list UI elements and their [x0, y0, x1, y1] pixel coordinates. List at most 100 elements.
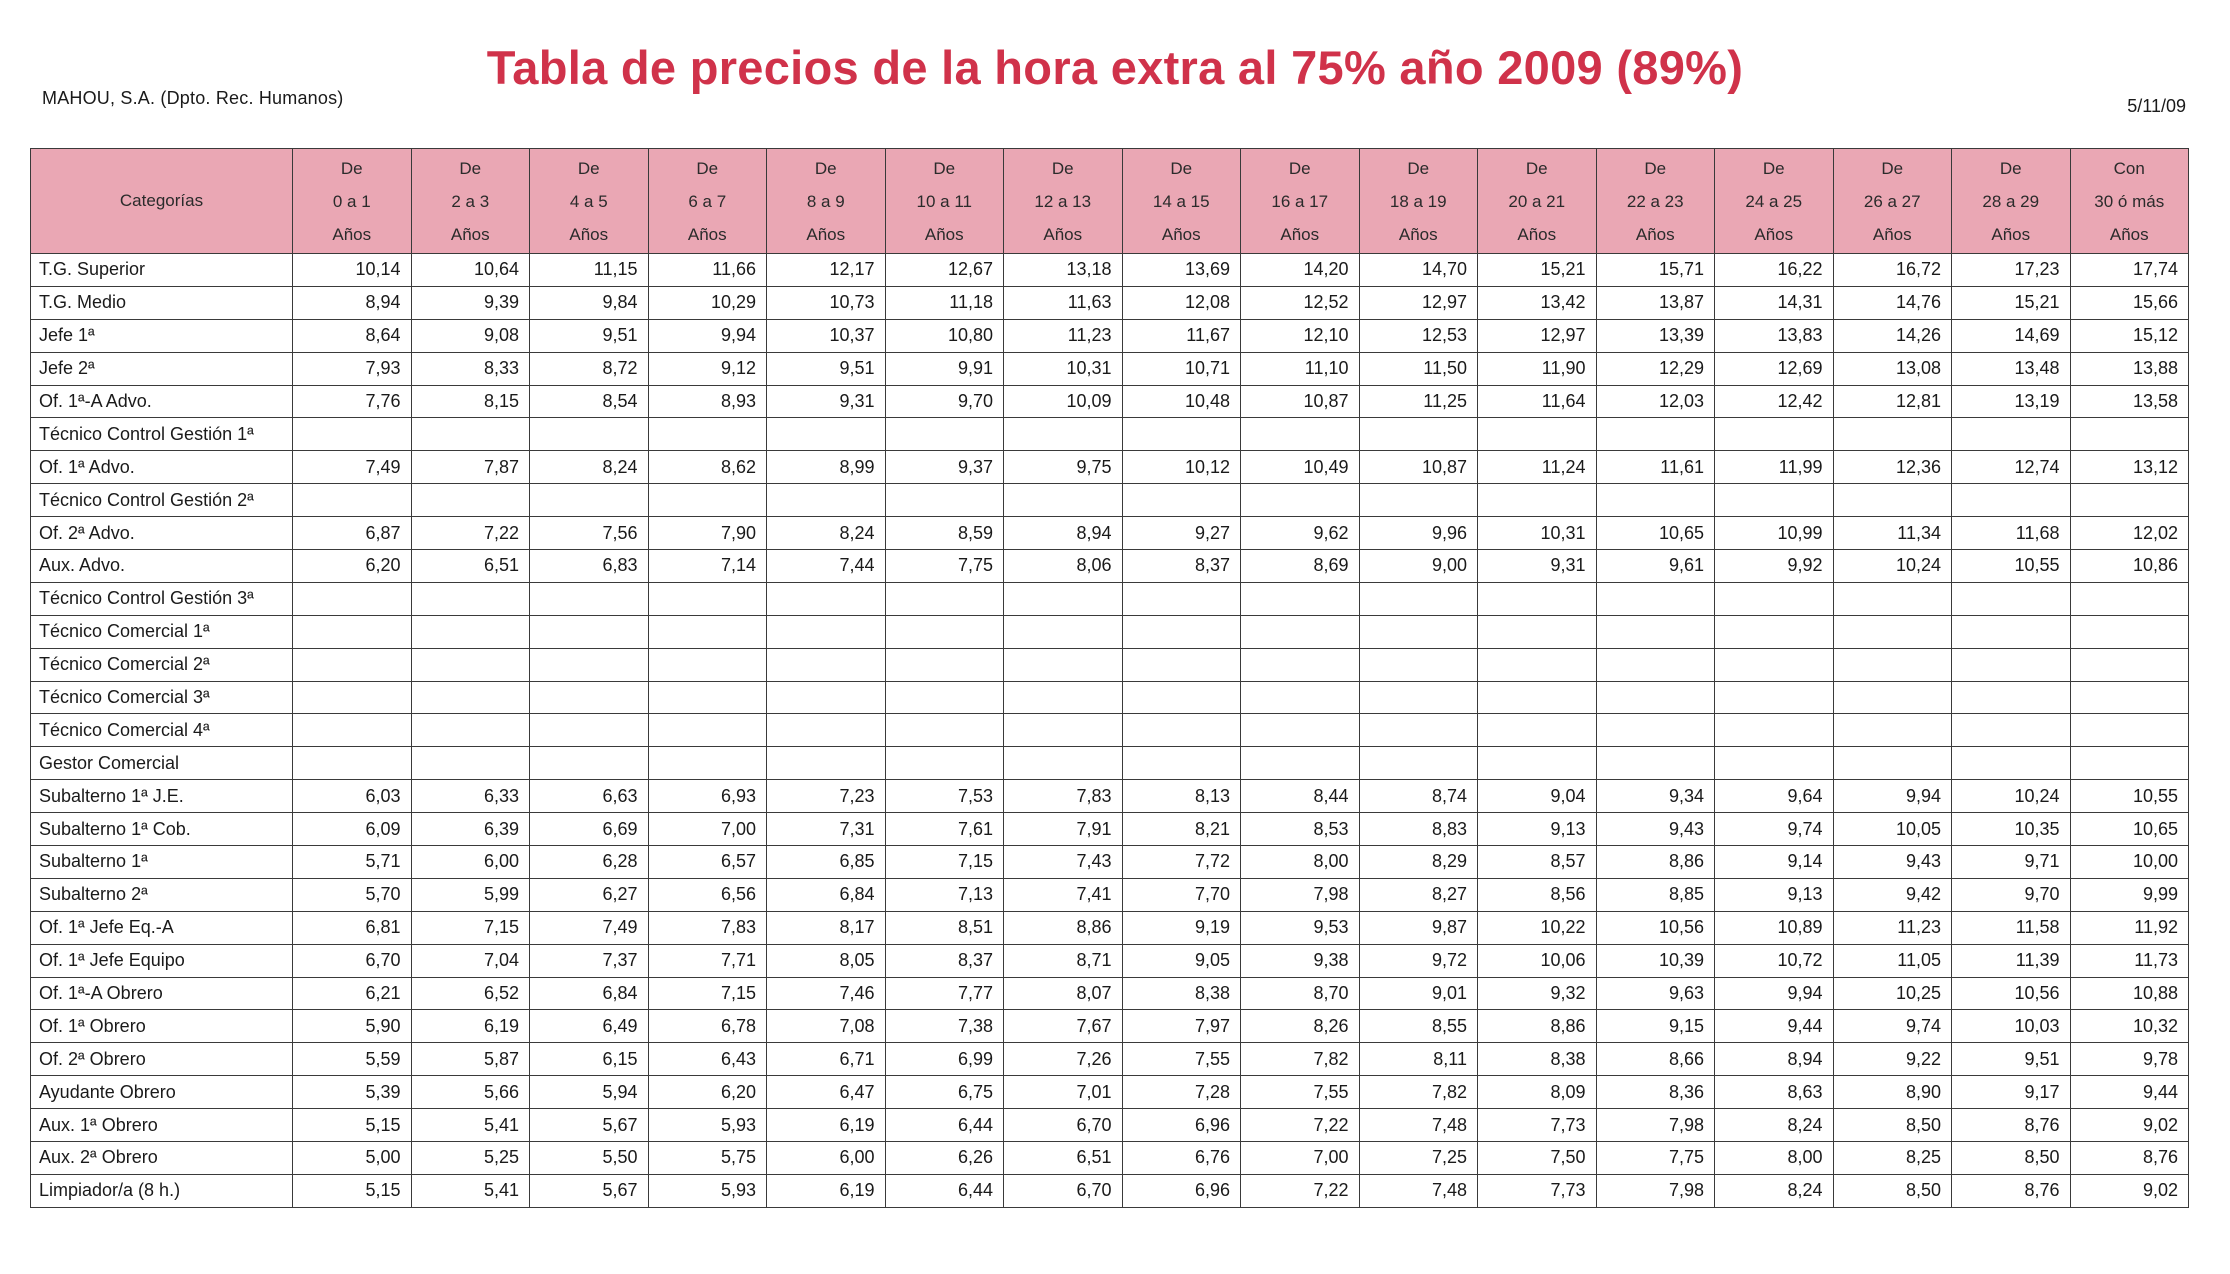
- column-header-years: De 12 a 13 Años: [1003, 148, 1123, 254]
- price-cell: 10,06: [1477, 943, 1597, 978]
- price-cell: [410, 483, 530, 518]
- price-cell: 9,05: [1121, 943, 1241, 978]
- price-cell: [1121, 483, 1241, 518]
- price-cell: 13,48: [1951, 351, 2071, 386]
- price-cell: 8,90: [1832, 1075, 1952, 1110]
- price-cell: 9,44: [2069, 1075, 2189, 1110]
- price-cell: 8,71: [1003, 943, 1123, 978]
- price-cell: 13,39: [1595, 318, 1715, 353]
- price-cell: [1477, 647, 1597, 682]
- price-cell: [1477, 581, 1597, 616]
- price-cell: 8,64: [292, 318, 412, 353]
- price-cell: [529, 614, 649, 649]
- price-cell: 12,81: [1832, 384, 1952, 419]
- price-cell: 8,06: [1003, 549, 1123, 583]
- price-cell: [1714, 647, 1834, 682]
- price-cell: 8,56: [1477, 877, 1597, 912]
- price-cell: 9,92: [1714, 549, 1834, 583]
- price-cell: 6,70: [1003, 1108, 1123, 1143]
- price-cell: 7,70: [1121, 877, 1241, 912]
- price-cell: 8,00: [1714, 1141, 1834, 1175]
- column-header-years: De 6 a 7 Años: [647, 148, 767, 254]
- column-header-line: De: [1762, 158, 1785, 178]
- price-cell: 7,15: [647, 976, 767, 1011]
- price-cell: [1714, 483, 1834, 518]
- price-cell: 9,99: [2069, 877, 2189, 912]
- price-cell: 7,37: [529, 943, 649, 978]
- price-cell: 5,67: [529, 1108, 649, 1143]
- price-cell: 6,96: [1121, 1108, 1241, 1143]
- price-cell: [1121, 746, 1241, 781]
- column-header-years: Con 30 ó más Años: [2069, 148, 2189, 254]
- price-cell: 7,13: [884, 877, 1004, 912]
- price-cell: [2069, 417, 2189, 452]
- price-cell: [884, 713, 1004, 748]
- price-cell: [1240, 647, 1360, 682]
- price-cell: 11,58: [1951, 910, 2071, 945]
- price-cell: 8,76: [1951, 1108, 2071, 1143]
- price-cell: [1003, 746, 1123, 781]
- price-cell: 6,85: [766, 845, 886, 879]
- price-cell: 8,53: [1240, 812, 1360, 847]
- price-cell: [1477, 713, 1597, 748]
- price-cell: 11,61: [1595, 450, 1715, 485]
- column-header-line: De: [1881, 158, 1904, 178]
- table-row: Of. 1ª Jefe Eq.-A 6,81 7,15 7,49 7,83 8,17 8,5…: [30, 910, 2189, 945]
- price-cell: 6,87: [292, 516, 412, 551]
- price-cell: 15,12: [2069, 318, 2189, 353]
- column-header-line: De: [1999, 158, 2022, 178]
- column-header-line: Años: [806, 224, 846, 244]
- price-cell: 12,67: [884, 253, 1004, 287]
- price-cell: [1121, 713, 1241, 748]
- price-cell: [1121, 680, 1241, 715]
- price-cell: [1951, 746, 2071, 781]
- price-cell: 9,08: [410, 318, 530, 353]
- price-cell: 9,14: [1714, 845, 1834, 879]
- table-row: Técnico Control Gestión 2ª: [30, 483, 2189, 518]
- price-cell: [410, 647, 530, 682]
- price-cell: 6,63: [529, 779, 649, 814]
- price-cell: 6,19: [410, 1009, 530, 1044]
- price-cell: 10,49: [1240, 450, 1360, 485]
- price-cell: 14,20: [1240, 253, 1360, 287]
- column-header-line: 10 a 11: [916, 191, 972, 211]
- category-cell: Subalterno 1ª Cob.: [30, 812, 293, 847]
- price-cell: 7,41: [1003, 877, 1123, 912]
- category-cell: Of. 1ª Obrero: [30, 1009, 293, 1044]
- category-cell: Subalterno 1ª J.E.: [30, 779, 293, 814]
- table-row: T.G. Medio 8,94 9,39 9,84 10,29 10,73 11,18 11,…: [30, 285, 2189, 320]
- price-cell: 5,15: [292, 1108, 412, 1143]
- price-cell: [1714, 713, 1834, 748]
- price-cell: 7,98: [1240, 877, 1360, 912]
- table-row: Of. 1ª Advo. 7,49 7,87 8,24 8,62 8,99 9,37 9,75…: [30, 450, 2189, 485]
- price-cell: 7,75: [1595, 1141, 1715, 1175]
- price-cell: 10,39: [1595, 943, 1715, 978]
- price-cell: 6,09: [292, 812, 412, 847]
- price-cell: 10,71: [1121, 351, 1241, 386]
- price-cell: 6,19: [766, 1108, 886, 1143]
- price-cell: 9,64: [1714, 779, 1834, 814]
- category-cell: Subalterno 1ª: [30, 845, 293, 879]
- price-cell: 14,31: [1714, 285, 1834, 320]
- price-cell: 5,99: [410, 877, 530, 912]
- column-header-line: De: [577, 158, 600, 178]
- price-cell: 9,94: [647, 318, 767, 353]
- price-cell: 10,24: [1832, 549, 1952, 583]
- price-cell: [2069, 746, 2189, 781]
- column-header-years: De 18 a 19 Años: [1358, 148, 1478, 254]
- price-cell: [766, 713, 886, 748]
- price-cell: 10,25: [1832, 976, 1952, 1011]
- price-cell: 6,27: [529, 877, 649, 912]
- category-cell: Técnico Control Gestión 2ª: [30, 483, 293, 518]
- table-row: Subalterno 1ª Cob. 6,09 6,39 6,69 7,00 7,31 7,…: [30, 812, 2189, 847]
- price-cell: 8,50: [1951, 1141, 2071, 1175]
- price-cell: 8,50: [1832, 1108, 1952, 1143]
- category-cell: Of. 1ª Advo.: [30, 450, 293, 485]
- table-header-row: Categorías De 0 a 1 Años De 2 a 3 Años De 4 a 5…: [30, 148, 2189, 254]
- table-row: Técnico Control Gestión 3ª: [30, 581, 2189, 616]
- price-cell: 6,57: [647, 845, 767, 879]
- price-cell: 10,56: [1595, 910, 1715, 945]
- price-cell: 11,15: [529, 253, 649, 287]
- price-cell: [1714, 680, 1834, 715]
- price-cell: 6,44: [884, 1173, 1004, 1208]
